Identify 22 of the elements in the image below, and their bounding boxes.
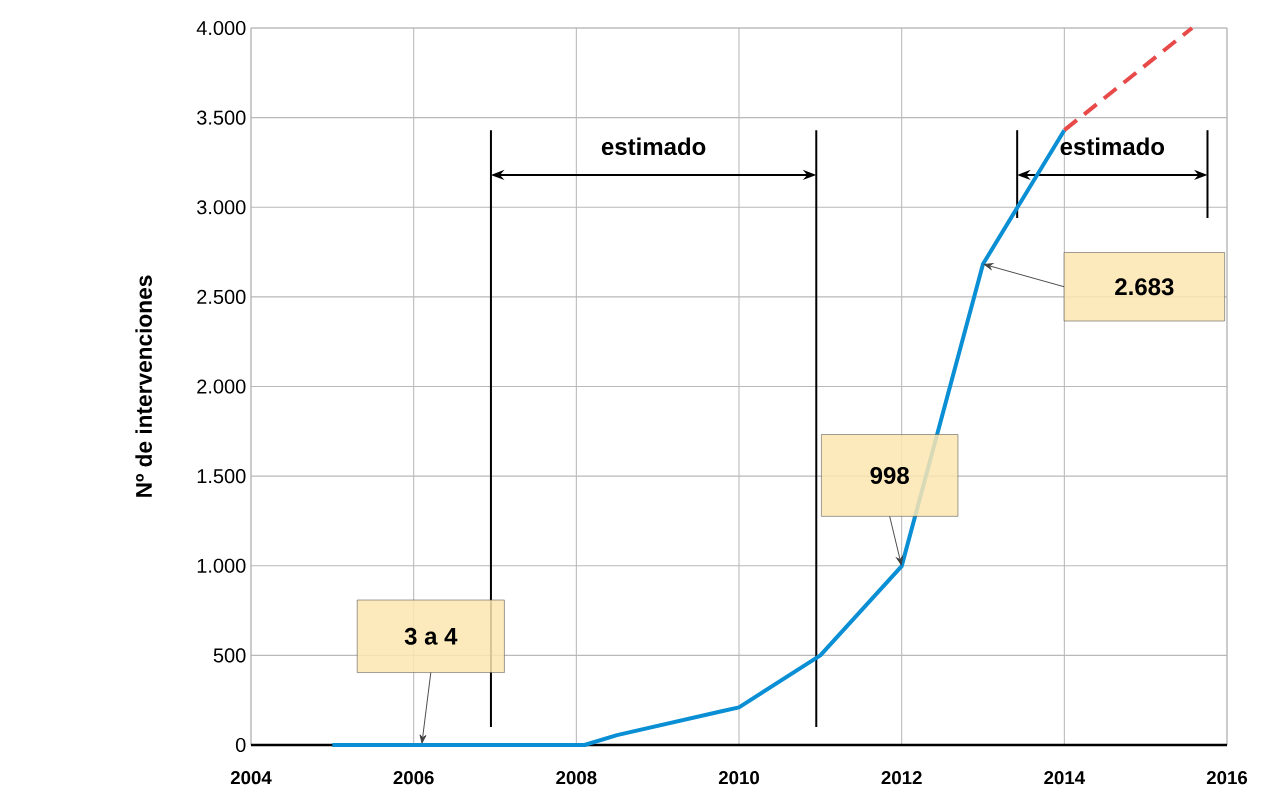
annotation: 3 a 4 [404, 627, 458, 645]
x-tick-label: 2010 [718, 771, 759, 785]
x-tick-label: 2014 [1044, 771, 1086, 785]
y-tick-label: 3.500 [197, 110, 246, 125]
x-tick-label: 2006 [393, 771, 434, 785]
annotation: estimado [601, 137, 706, 156]
y-axis-title: Nº de intervenciones [135, 275, 152, 497]
x-tick-label: 2008 [556, 771, 597, 785]
y-tick-label: 0 [235, 737, 246, 753]
annotation: 998 [870, 466, 909, 484]
y-tick-label: 2.000 [197, 379, 246, 394]
y-tick-label: 4.000 [196, 20, 246, 36]
annotation: estimado [1060, 137, 1165, 156]
y-tick-label: 1.000 [197, 558, 246, 573]
annotation: 2.683 [1115, 278, 1174, 296]
y-tick-label: 500 [213, 648, 246, 663]
y-tick-label: 3.000 [197, 200, 246, 215]
x-tick-label: 2004 [230, 771, 272, 785]
x-tick-label: 2012 [881, 771, 922, 785]
y-tick-label: 2.500 [197, 289, 246, 304]
y-tick-label: 1.500 [197, 469, 246, 484]
x-tick-label: 2016 [1206, 771, 1248, 785]
